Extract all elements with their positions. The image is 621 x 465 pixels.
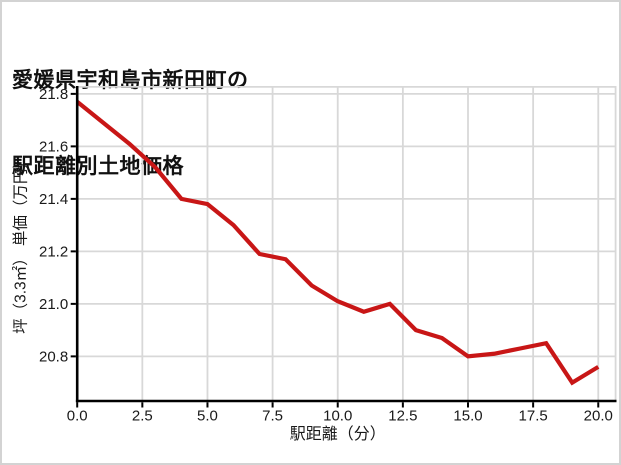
y-tick-label: 20.8: [39, 349, 68, 366]
y-axis-title: 坪（3.3㎡） 単価（万円）: [12, 153, 30, 334]
x-tick-label: 5.0: [197, 408, 218, 425]
y-tick-label: 21.8: [39, 86, 68, 103]
x-tick-label: 0.0: [67, 408, 88, 425]
y-tick-label: 21.0: [39, 296, 68, 313]
y-tick-label: 21.6: [39, 139, 68, 156]
x-tick-label: 12.5: [388, 408, 417, 425]
price-line: [75, 100, 600, 386]
y-tick-label: 21.2: [39, 244, 68, 261]
x-tick-label: 2.5: [132, 408, 153, 425]
x-tick-label: 20.0: [584, 408, 613, 425]
x-tick-label: 10.0: [323, 408, 352, 425]
x-tick-label: 15.0: [453, 408, 482, 425]
x-axis-title: 駅距離（分）: [290, 425, 386, 443]
y-tick-label: 21.4: [39, 191, 68, 208]
x-tick-label: 7.5: [262, 408, 283, 425]
x-tick-label: 17.5: [519, 408, 548, 425]
chart-title-line2: 駅距離別土地価格: [12, 154, 184, 178]
